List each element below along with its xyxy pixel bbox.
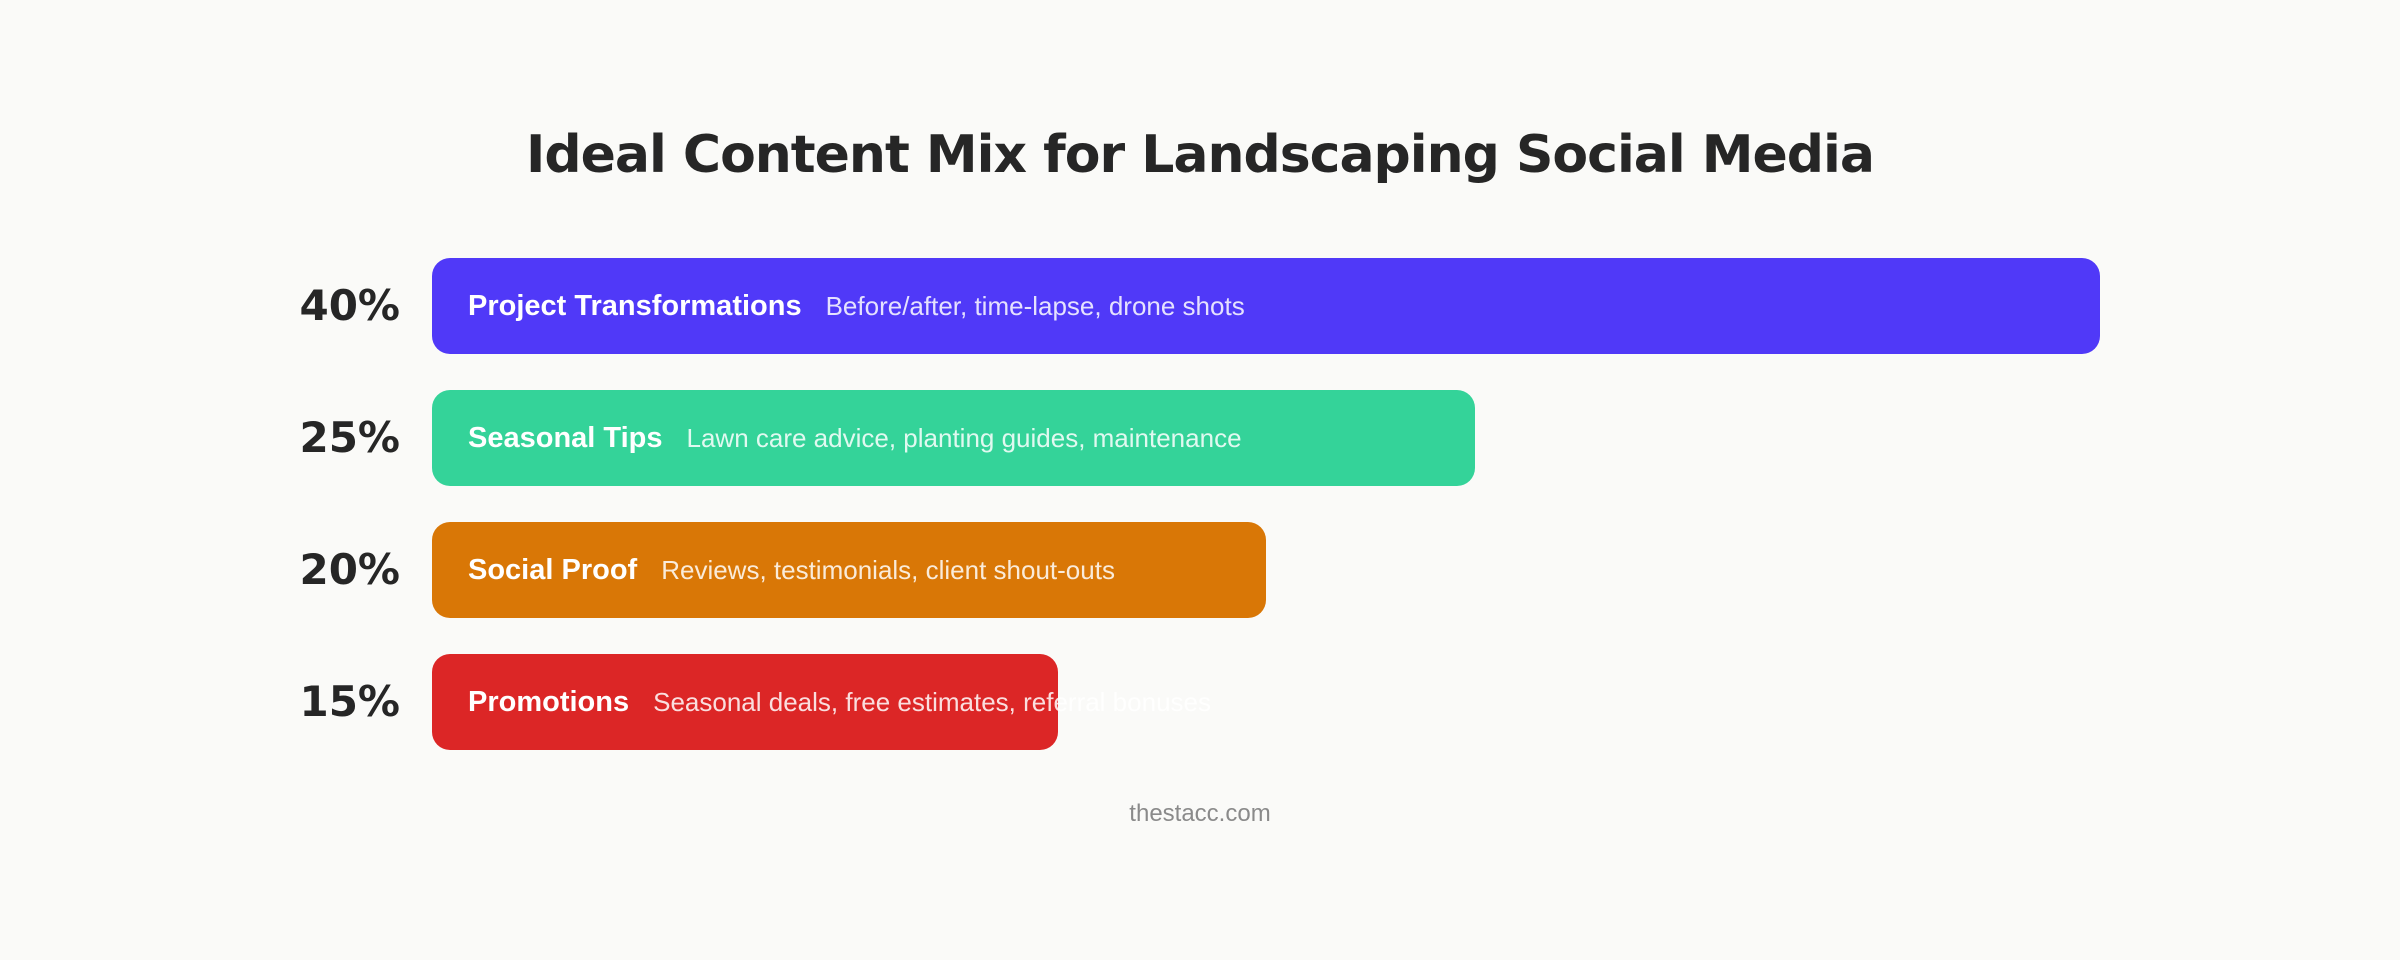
- category-description: Before/after, time-lapse, drone shots: [825, 291, 1245, 321]
- value-label: 25%: [299, 413, 400, 462]
- bar-row: 25% Seasonal Tips Lawn care advice, planti…: [0, 390, 2400, 486]
- bar: [432, 522, 1266, 618]
- category-label: Seasonal Tips: [468, 422, 663, 454]
- category-label: Promotions: [468, 686, 630, 718]
- bar-row: 40% Project Transformations Before/after, …: [0, 258, 2400, 354]
- bar-label-group: Social Proof Reviews, testimonials, clien…: [468, 522, 1115, 618]
- bar-row: 15% Promotions Seasonal deals, free estima…: [0, 654, 2400, 750]
- bar-label-group: Seasonal Tips Lawn care advice, planting …: [468, 390, 1242, 486]
- category-label: Project Transformations: [468, 290, 802, 322]
- bar-label-group: Promotions Seasonal deals, free estimates…: [468, 654, 1211, 750]
- category-label: Social Proof: [468, 554, 638, 586]
- category-description: Seasonal deals, free estimates, referral…: [653, 687, 1211, 717]
- bar-label-group: Project Transformations Before/after, tim…: [468, 258, 1245, 354]
- category-description: Lawn care advice, planting guides, maint…: [686, 423, 1242, 453]
- bar: [432, 654, 1058, 750]
- category-description: Reviews, testimonials, client shout-outs: [661, 555, 1115, 585]
- bar: [432, 258, 2100, 354]
- value-label: 15%: [299, 677, 400, 726]
- chart-title: Ideal Content Mix for Landscaping Social…: [526, 125, 1875, 185]
- bar-row: 20% Social Proof Reviews, testimonials, cl…: [0, 522, 2400, 618]
- value-label: 20%: [299, 545, 400, 594]
- bar: [432, 390, 1475, 486]
- value-label: 40%: [299, 281, 400, 330]
- source-label: thestacc.com: [1129, 800, 1271, 827]
